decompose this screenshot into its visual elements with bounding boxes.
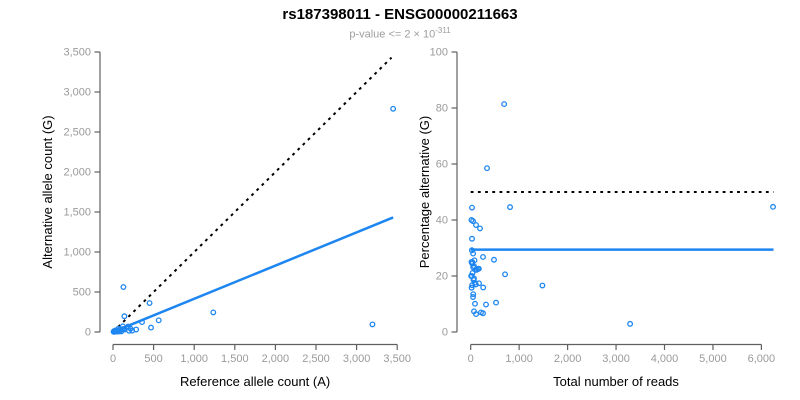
y-axis-title: Alternative allele count (G)	[40, 115, 55, 268]
data-point	[493, 299, 499, 306]
data-point	[480, 284, 487, 291]
data-point	[470, 291, 477, 298]
data-point	[483, 301, 489, 308]
y-tick-label: 60	[436, 159, 448, 171]
x-axis-title: Total number of reads	[553, 374, 679, 389]
data-point	[469, 269, 476, 276]
x-tick-label: 0	[468, 353, 474, 365]
data-point	[472, 300, 478, 307]
data-point	[120, 284, 127, 290]
data-point	[473, 222, 479, 228]
data-point	[129, 327, 136, 334]
pvalue-text: p-value <= 2 × 10	[349, 28, 436, 41]
data-point	[121, 313, 128, 320]
figure-title: rs187398011 - ENSG00000211663	[282, 6, 518, 23]
identity-line	[112, 56, 393, 333]
y-axis-title: Percentage alternative (G)	[417, 116, 432, 268]
x-tick-label: 3,000	[343, 353, 371, 365]
y-tick-label: 3,000	[63, 87, 91, 99]
data-point	[501, 101, 508, 108]
data-point	[470, 264, 477, 271]
data-point	[473, 311, 479, 318]
figure-subtitle: p-value <= 2 × 10-311	[0, 26, 800, 41]
y-axis: 0 20 40 60 80 100 Percentage alternative (G)	[417, 47, 458, 339]
y-tick-label: 1,500	[63, 207, 91, 219]
regression-line	[112, 216, 394, 334]
data-point	[148, 324, 154, 331]
y-tick-label: 500	[73, 287, 91, 299]
x-axis-title: Reference allele count (A)	[180, 374, 330, 389]
data-point	[469, 204, 475, 211]
x-axis: 0 500 1,000 1,500 2,000 2,500 3,000 3,500 Refere…	[110, 343, 411, 389]
y-tick-label: 2,000	[63, 167, 91, 179]
data-point	[484, 165, 490, 172]
x-tick-label: 3,000	[602, 353, 630, 365]
right-plot-points	[468, 101, 776, 327]
data-point	[491, 256, 497, 263]
x-tick-label: 1,500	[221, 353, 249, 365]
data-point	[146, 300, 153, 306]
x-tick-label: 2,500	[302, 353, 330, 365]
y-tick-label: 3,500	[63, 47, 91, 59]
data-point	[470, 294, 476, 300]
data-point	[155, 317, 162, 324]
x-tick-label: 2,000	[262, 353, 290, 365]
data-point	[468, 247, 475, 254]
data-point	[468, 284, 475, 291]
x-tick-label: 4,000	[651, 353, 679, 365]
data-point	[475, 265, 482, 272]
y-tick-label: 100	[430, 47, 448, 59]
data-point	[369, 321, 376, 328]
data-point	[470, 276, 477, 283]
data-point	[390, 105, 397, 112]
data-point	[770, 203, 776, 210]
data-point	[502, 271, 509, 278]
data-point	[139, 319, 145, 326]
left-plot-points	[110, 105, 397, 335]
y-tick-label: 40	[436, 215, 448, 227]
data-point	[114, 327, 121, 334]
data-point	[470, 218, 476, 225]
x-axis: 0 1,000 2,000 3,000 4,000 5,000 6,000 Total num…	[468, 343, 776, 389]
data-point	[470, 250, 477, 257]
y-tick-label: 80	[436, 103, 448, 115]
y-tick-label: 0	[442, 327, 448, 339]
data-point	[627, 320, 634, 327]
x-tick-label: 5,000	[699, 353, 727, 365]
x-tick-label: 1,000	[180, 353, 208, 365]
data-point	[126, 327, 133, 334]
y-tick-label: 1,000	[63, 247, 91, 259]
data-point	[539, 282, 546, 289]
x-tick-label: 0	[110, 353, 116, 365]
data-point	[210, 309, 217, 316]
data-point	[471, 257, 478, 264]
x-tick-label: 1,000	[505, 353, 533, 365]
y-tick-label: 20	[436, 271, 448, 283]
data-point	[469, 235, 475, 242]
y-tick-label: 2,500	[63, 127, 91, 139]
data-point	[507, 204, 513, 211]
data-point	[480, 254, 486, 260]
x-tick-label: 6,000	[748, 353, 776, 365]
data-point	[472, 281, 479, 288]
y-tick-label: 0	[85, 327, 91, 339]
data-point	[480, 310, 486, 317]
y-axis: 0 500 1,000 1,500 2,000 2,500 3,000 3,500 Altern…	[40, 47, 101, 339]
x-tick-label: 2,000	[554, 353, 582, 365]
x-tick-label: 3,500	[383, 353, 411, 365]
left-plot: 0 500 1,000 1,500 2,000 2,500 3,000 3,500 Refere…	[40, 47, 411, 390]
data-point	[117, 327, 124, 334]
data-point	[477, 225, 483, 232]
pvalue-exponent: -311	[435, 26, 451, 35]
right-plot: 0 1,000 2,000 3,000 4,000 5,000 6,000 Total num…	[417, 47, 776, 389]
x-tick-label: 500	[144, 353, 162, 365]
